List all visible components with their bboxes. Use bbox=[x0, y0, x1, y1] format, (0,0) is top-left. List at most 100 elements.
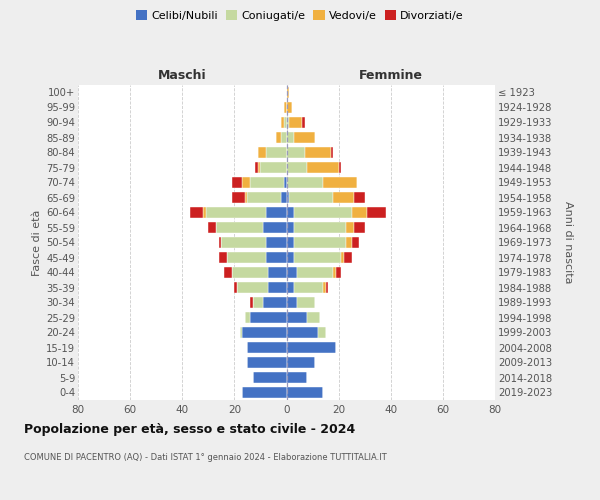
Bar bbox=[232, 176, 242, 188]
Bar bbox=[224, 266, 232, 278]
Bar bbox=[253, 372, 287, 384]
Bar bbox=[227, 252, 266, 264]
Bar bbox=[247, 356, 287, 368]
Bar bbox=[287, 206, 295, 218]
Bar bbox=[367, 206, 386, 218]
Bar bbox=[190, 206, 203, 218]
Bar bbox=[235, 282, 237, 294]
Bar bbox=[289, 116, 302, 128]
Bar bbox=[281, 116, 284, 128]
Bar bbox=[323, 176, 357, 188]
Bar bbox=[266, 206, 287, 218]
Bar bbox=[203, 206, 206, 218]
Bar bbox=[232, 192, 245, 203]
Bar bbox=[247, 192, 281, 203]
Bar bbox=[281, 132, 287, 143]
Bar bbox=[287, 146, 305, 158]
Y-axis label: Fasce di età: Fasce di età bbox=[32, 210, 42, 276]
Bar bbox=[284, 176, 287, 188]
Bar bbox=[287, 222, 295, 234]
Bar bbox=[258, 162, 260, 173]
Bar bbox=[295, 222, 346, 234]
Bar bbox=[258, 146, 266, 158]
Bar bbox=[305, 146, 331, 158]
Bar bbox=[334, 192, 354, 203]
Bar bbox=[245, 312, 250, 324]
Bar bbox=[287, 86, 289, 99]
Text: Femmine: Femmine bbox=[359, 70, 423, 82]
Bar bbox=[287, 132, 295, 143]
Bar bbox=[239, 326, 242, 338]
Bar bbox=[268, 266, 287, 278]
Bar bbox=[287, 252, 295, 264]
Bar bbox=[336, 266, 341, 278]
Bar bbox=[206, 206, 266, 218]
Bar bbox=[352, 236, 359, 248]
Bar bbox=[341, 252, 344, 264]
Bar bbox=[295, 282, 323, 294]
Legend: Celibi/Nubili, Coniugati/e, Vedovi/e, Divorziati/e: Celibi/Nubili, Coniugati/e, Vedovi/e, Di… bbox=[132, 6, 468, 25]
Bar bbox=[287, 162, 307, 173]
Bar bbox=[250, 312, 287, 324]
Bar bbox=[354, 192, 365, 203]
Bar bbox=[287, 342, 336, 353]
Bar bbox=[250, 176, 284, 188]
Bar bbox=[276, 132, 281, 143]
Bar bbox=[318, 326, 326, 338]
Bar bbox=[295, 252, 341, 264]
Bar bbox=[219, 252, 227, 264]
Text: COMUNE DI PACENTRO (AQ) - Dati ISTAT 1° gennaio 2024 - Elaborazione TUTTITALIA.I: COMUNE DI PACENTRO (AQ) - Dati ISTAT 1° … bbox=[24, 452, 387, 462]
Bar bbox=[287, 236, 295, 248]
Bar bbox=[287, 192, 289, 203]
Bar bbox=[346, 222, 354, 234]
Bar bbox=[219, 236, 221, 248]
Bar bbox=[216, 222, 263, 234]
Bar bbox=[242, 326, 287, 338]
Text: Popolazione per età, sesso e stato civile - 2024: Popolazione per età, sesso e stato civil… bbox=[24, 422, 355, 436]
Bar bbox=[263, 296, 287, 308]
Bar bbox=[266, 146, 287, 158]
Bar bbox=[281, 192, 287, 203]
Bar bbox=[237, 282, 268, 294]
Bar bbox=[287, 282, 295, 294]
Bar bbox=[295, 132, 315, 143]
Bar bbox=[287, 102, 292, 114]
Bar bbox=[245, 192, 247, 203]
Bar bbox=[242, 176, 250, 188]
Bar bbox=[287, 386, 323, 398]
Bar bbox=[287, 296, 297, 308]
Bar bbox=[260, 162, 287, 173]
Bar bbox=[352, 206, 367, 218]
Bar bbox=[295, 206, 352, 218]
Bar bbox=[295, 236, 346, 248]
Bar bbox=[287, 372, 307, 384]
Bar bbox=[250, 296, 253, 308]
Bar bbox=[297, 266, 334, 278]
Bar bbox=[307, 162, 338, 173]
Bar bbox=[232, 266, 268, 278]
Bar bbox=[263, 222, 287, 234]
Text: Maschi: Maschi bbox=[158, 70, 206, 82]
Bar bbox=[338, 162, 341, 173]
Bar bbox=[331, 146, 334, 158]
Bar bbox=[284, 102, 287, 114]
Bar bbox=[287, 312, 307, 324]
Bar bbox=[326, 282, 328, 294]
Bar bbox=[307, 312, 320, 324]
Bar bbox=[242, 386, 287, 398]
Bar bbox=[208, 222, 216, 234]
Bar bbox=[287, 176, 323, 188]
Bar bbox=[287, 116, 289, 128]
Bar bbox=[221, 236, 266, 248]
Bar bbox=[354, 222, 365, 234]
Bar bbox=[266, 236, 287, 248]
Y-axis label: Anni di nascita: Anni di nascita bbox=[563, 201, 574, 284]
Bar bbox=[323, 282, 326, 294]
Bar bbox=[287, 326, 318, 338]
Bar bbox=[247, 342, 287, 353]
Bar bbox=[266, 252, 287, 264]
Bar bbox=[344, 252, 352, 264]
Bar bbox=[287, 266, 297, 278]
Bar bbox=[297, 296, 315, 308]
Bar bbox=[255, 162, 258, 173]
